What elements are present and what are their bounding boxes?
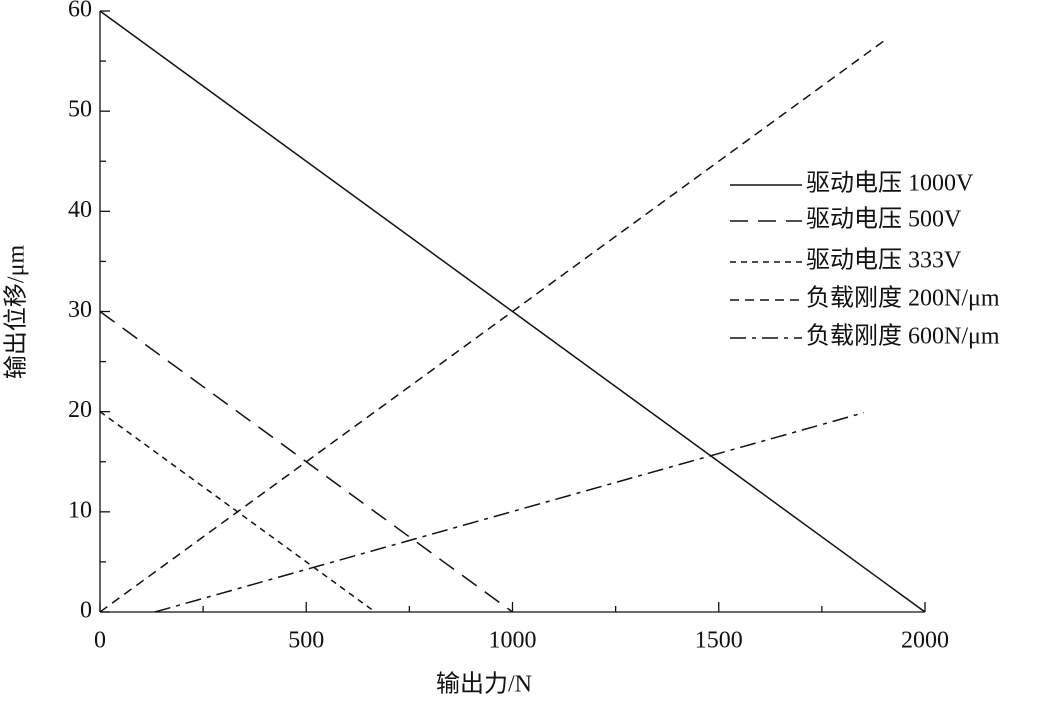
- x-tick-label: 1000: [489, 628, 537, 654]
- y-axis-label: 输出位移/μm: [3, 245, 30, 380]
- legend-label: 负载刚度 600N/μm: [806, 323, 1000, 350]
- series-line: [154, 411, 865, 613]
- x-tick-label: 0: [94, 628, 106, 654]
- y-tick-label: 0: [80, 598, 92, 624]
- x-tick-label: 1500: [695, 628, 743, 654]
- legend-label: 驱动电压 1000V: [806, 170, 974, 197]
- y-tick-label: 40: [68, 197, 92, 223]
- series-line: [99, 37, 889, 613]
- x-tick-label: 2000: [901, 628, 949, 654]
- y-tick-label: 50: [68, 97, 92, 123]
- y-tick-label: 60: [68, 0, 92, 23]
- y-tick-label: 30: [68, 297, 92, 323]
- y-tick-label: 20: [68, 397, 92, 423]
- y-tick-label: 10: [68, 497, 92, 523]
- x-tick-label: 500: [288, 628, 324, 654]
- x-axis-label: 输出力/N: [436, 671, 532, 698]
- legend-label: 驱动电压 500V: [806, 206, 962, 233]
- legend-label: 驱动电压 333V: [806, 247, 962, 274]
- legend-label: 负载刚度 200N/μm: [806, 285, 1000, 312]
